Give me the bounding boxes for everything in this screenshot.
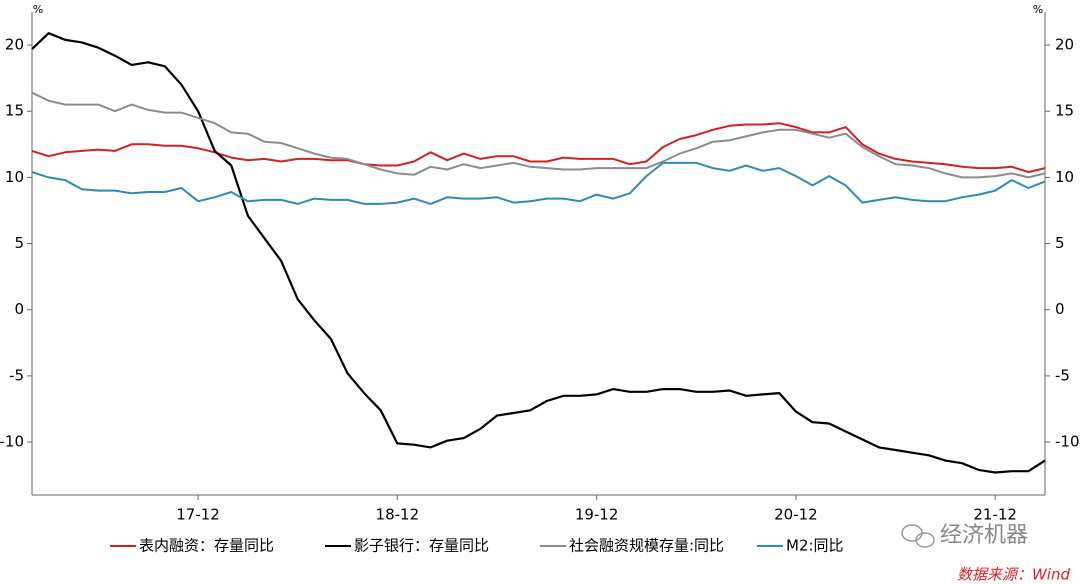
x-tick-label: 17-12 xyxy=(176,506,220,524)
y-tick-label: 0 xyxy=(14,300,24,318)
y-tick-label: 5 xyxy=(14,234,24,252)
y-tick-label: 10 xyxy=(5,168,24,186)
y-tick-label: -10 xyxy=(0,433,24,451)
watermark-icon xyxy=(901,524,935,548)
y2-tick-label: 0 xyxy=(1055,300,1065,318)
legend-label: 影子银行：存量同比 xyxy=(354,537,489,555)
series-line xyxy=(31,91,1046,179)
legend-label: M2:同比 xyxy=(786,537,844,555)
y-unit: % xyxy=(33,3,43,16)
y2-tick-label: -10 xyxy=(1055,433,1080,451)
series-line xyxy=(31,122,1046,174)
y2-unit: % xyxy=(1033,3,1043,16)
y-tick-label: 20 xyxy=(5,36,24,54)
x-tick-label: 21-12 xyxy=(973,506,1017,524)
watermark: 经济机器 xyxy=(940,523,1028,548)
y2-tick-label: 10 xyxy=(1055,168,1074,186)
series-line xyxy=(31,161,1046,205)
legend-label: 社会融资规模存量:同比 xyxy=(569,537,724,555)
y2-tick-label: 15 xyxy=(1055,102,1074,120)
x-tick-label: 18-12 xyxy=(376,506,420,524)
y-tick-label: 15 xyxy=(5,102,24,120)
y2-tick-label: 20 xyxy=(1055,36,1074,54)
source-note: 数据来源：Wind xyxy=(957,566,1071,584)
y2-tick-label: 5 xyxy=(1055,234,1065,252)
x-tick-label: 20-12 xyxy=(774,506,818,524)
y-tick-label: -5 xyxy=(9,366,24,384)
y2-tick-label: -5 xyxy=(1055,366,1070,384)
x-tick-label: 19-12 xyxy=(575,506,619,524)
series-line xyxy=(31,32,1046,474)
legend-label: 表内融资：存量同比 xyxy=(139,537,274,555)
